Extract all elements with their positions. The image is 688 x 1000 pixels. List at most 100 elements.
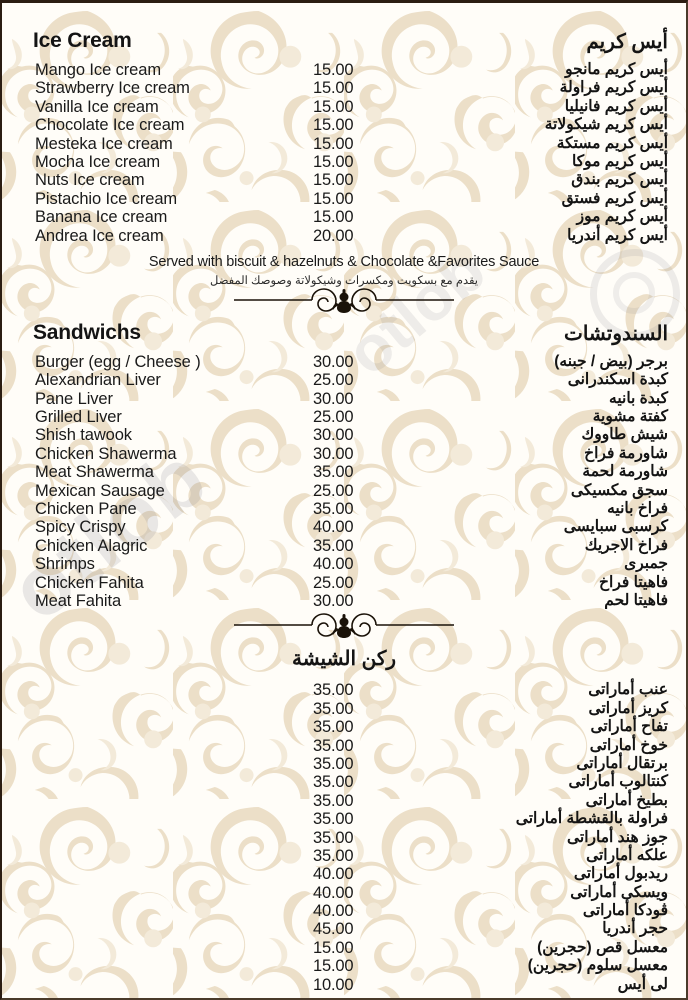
item-name-ar: أيس كريم موكا xyxy=(572,152,668,170)
menu-item-row: 40.00 ويسكى أماراتى xyxy=(2,884,686,902)
menu-item-row: Grilled Liver 25.00 كفتة مشوية xyxy=(2,408,686,426)
item-name-ar: علكه أماراتى xyxy=(586,846,668,864)
item-name-en: Mocha Ice cream xyxy=(35,152,161,171)
item-name-en: Pane Liver xyxy=(35,389,113,408)
item-name-ar: عنب أماراتى xyxy=(588,681,668,699)
item-name-en: Chocolate Ice cream xyxy=(35,116,185,135)
section-title-ar: السندوتشات xyxy=(563,322,668,345)
item-price: 30.00 xyxy=(313,352,354,371)
menu-item-row: 45.00 حجر أندريا xyxy=(2,920,686,938)
item-price: 25.00 xyxy=(313,573,354,592)
item-name-ar: فراخ بانيه xyxy=(607,500,668,518)
item-name-en: Grilled Liver xyxy=(35,408,122,427)
item-price: 15.00 xyxy=(313,208,354,227)
item-name-ar: كنتالوب أماراتى xyxy=(568,773,668,791)
item-price: 40.00 xyxy=(313,883,354,902)
item-price: 25.00 xyxy=(313,408,354,427)
item-name-ar: أيس كريم مانجو xyxy=(565,61,668,78)
menu-item-row: Nuts Ice cream 15.00 أيس كريم بندق xyxy=(2,171,686,189)
item-name-ar: أيس كريم فراولة xyxy=(559,79,668,97)
item-name-ar: ڤودكا أماراتى xyxy=(582,902,668,920)
menu-item-row: Andrea Ice cream 20.00 أيس كريم أندريا xyxy=(2,227,686,245)
menu-item-row: Burger (egg / Cheese ) 30.00 برجر (بيض /… xyxy=(2,353,686,371)
item-name-en: Chicken Pane xyxy=(35,500,137,519)
item-price: 15.00 xyxy=(313,116,354,135)
menu-item-row: Chicken Pane 35.00 فراخ بانيه xyxy=(2,500,686,518)
menu-item-row: 35.00 خوخ أماراتى xyxy=(2,737,686,755)
menu-item-row: Meat Shawerma 35.00 شاورمة لحمة xyxy=(2,463,686,481)
menu-item-row: 40.00 ڤودكا أماراتى xyxy=(2,902,686,920)
item-name-ar: كبدة بانيه xyxy=(609,389,668,407)
item-name-ar: شاورمة فراخ xyxy=(584,444,668,462)
menu-item-row: Vanilla Ice cream 15.00 أيس كريم فانيليا xyxy=(2,98,686,116)
section-title-en: Sandwichs xyxy=(33,320,141,344)
item-price: 15.00 xyxy=(313,97,354,116)
menu-item-row: 35.00 برتقال أماراتى xyxy=(2,755,686,773)
item-name-ar: شيش طاووك xyxy=(581,426,668,444)
section-ice-cream: Ice Cream أيس كريم Mango Ice cream 15.00… xyxy=(2,3,686,287)
item-price: 35.00 xyxy=(313,828,354,847)
item-name-ar: ريدبول أماراتى xyxy=(573,865,668,883)
item-price: 10.00 xyxy=(313,975,354,994)
item-name-en: Banana Ice cream xyxy=(35,208,168,227)
item-price: 40.00 xyxy=(313,902,354,921)
menu-item-row: 10.00 لى أيس xyxy=(2,976,686,994)
item-name-ar: معسل سلوم (حجرين) xyxy=(527,957,668,975)
menu-item-row: 15.00 معسل قص (حجرين) xyxy=(2,939,686,957)
section-header-ice-cream: Ice Cream أيس كريم xyxy=(2,29,686,61)
section-title-ar: أيس كريم xyxy=(586,31,668,53)
item-name-ar: فاهيتا لحم xyxy=(604,591,668,609)
item-name-ar: أيس كريم أندريا xyxy=(567,226,668,244)
item-price: 35.00 xyxy=(313,754,354,773)
item-price: 40.00 xyxy=(313,865,354,884)
item-price: 30.00 xyxy=(313,426,354,445)
item-name-en: Andrea Ice cream xyxy=(35,226,164,245)
item-name-ar: شاورمة لحمة xyxy=(582,463,668,481)
item-price: 15.00 xyxy=(313,171,354,190)
item-price: 35.00 xyxy=(313,463,354,482)
item-name-ar: فاهيتا فراخ xyxy=(599,573,668,591)
item-name-ar: أيس كريم مستكة xyxy=(556,134,668,152)
item-name-ar: كفتة مشوية xyxy=(592,408,668,426)
item-name-ar: ويسكى أماراتى xyxy=(570,883,668,901)
item-price: 35.00 xyxy=(313,846,354,865)
item-name-en: Shrimps xyxy=(35,555,95,574)
item-name-ar: أيس كريم شيكولاتة xyxy=(544,116,668,134)
item-price: 15.00 xyxy=(313,152,354,171)
item-price: 40.00 xyxy=(313,555,354,574)
item-name-en: Mango Ice cream xyxy=(35,61,161,79)
menu-item-row: Banana Ice cream 15.00 أيس كريم موز xyxy=(2,208,686,226)
item-name-en: Meat Shawerma xyxy=(35,463,154,482)
item-name-en: Chicken Shawerma xyxy=(35,444,177,463)
menu-item-row: 15.00 معسل سلوم (حجرين) xyxy=(2,957,686,975)
item-name-ar: فراولة بالقشطة أماراتى xyxy=(515,810,668,828)
menu-item-row: Mocha Ice cream 15.00 أيس كريم موكا xyxy=(2,153,686,171)
section-title-shisha-ar: ركن الشيشة xyxy=(291,648,397,671)
menu-item-row: Chicken Alagric 35.00 فراخ الاجريك xyxy=(2,537,686,555)
item-price: 25.00 xyxy=(313,481,354,500)
menu-item-row: 35.00 تفاح أماراتى xyxy=(2,718,686,736)
item-price: 15.00 xyxy=(313,134,354,153)
section-title-en: Ice Cream xyxy=(33,29,132,52)
menu-item-row: Alexandrian Liver 25.00 كبدة اسكندرانى xyxy=(2,371,686,389)
menu-item-row: Chicken Fahita 25.00 فاهيتا فراخ xyxy=(2,574,686,592)
item-name-ar: برتقال أماراتى xyxy=(576,754,668,772)
note-ar: يقدم مع بسكويت ومكسرات وشيكولاتة وصوصك ا… xyxy=(210,274,478,287)
ornamental-divider xyxy=(2,287,686,317)
item-list-sandwichs: Burger (egg / Cheese ) 30.00 برجر (بيض /… xyxy=(2,353,686,610)
item-name-ar: كرسبى سبايسى xyxy=(563,518,668,536)
item-name-en: Mexican Sausage xyxy=(35,481,165,500)
section-header-sandwichs: Sandwichs السندوتشات xyxy=(2,321,686,353)
item-name-ar: أيس كريم موز xyxy=(576,208,668,226)
item-name-ar: كريز أماراتى xyxy=(588,699,668,717)
item-price: 35.00 xyxy=(313,718,354,737)
item-price: 35.00 xyxy=(313,536,354,555)
item-price: 15.00 xyxy=(313,79,354,98)
item-price: 25.00 xyxy=(313,371,354,390)
item-name-ar: معسل قص (حجرين) xyxy=(537,938,668,956)
item-name-ar: حجر أندريا xyxy=(602,920,668,938)
item-price: 20.00 xyxy=(313,226,354,245)
item-name-en: Meat Fahita xyxy=(35,591,122,610)
item-list-shisha: 35.00 عنب أماراتى 35.00 كريز أماراتى 35.… xyxy=(2,681,686,994)
menu-item-row: Shish tawook 30.00 شيش طاووك xyxy=(2,426,686,444)
